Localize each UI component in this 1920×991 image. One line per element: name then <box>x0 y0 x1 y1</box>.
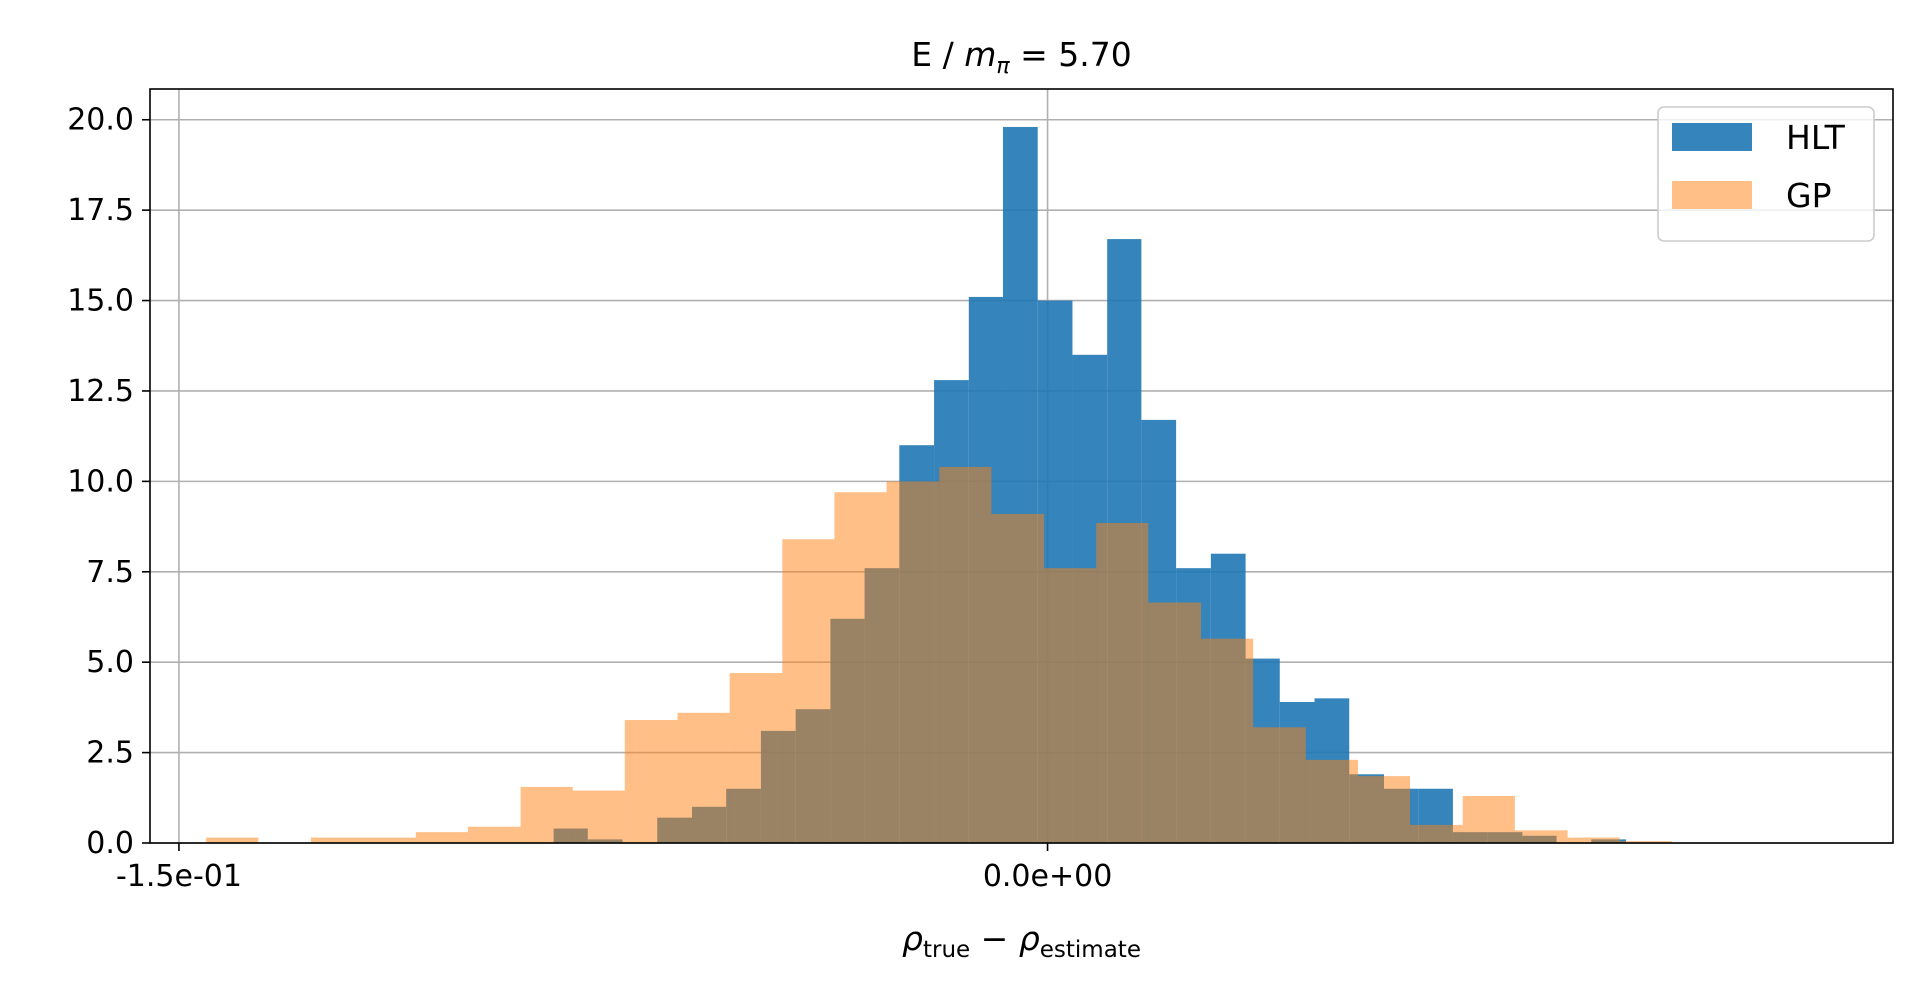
y-tick-label: 0.0 <box>86 826 134 861</box>
bar-gp <box>363 837 416 843</box>
bar-gp <box>1044 568 1097 843</box>
xlabel-sub-estimate: estimate <box>1040 937 1141 963</box>
bar-gp <box>1410 824 1463 843</box>
title-value: = 5.70 <box>1010 35 1132 74</box>
bar-gp <box>782 539 835 843</box>
legend-swatch-gp <box>1672 181 1752 209</box>
bar-gp <box>1096 522 1149 843</box>
axes-ticks: 0.0 2.5 5.0 7.5 10.0 12.5 15.0 17.5 20.0 -1.5e-01… <box>67 103 1112 894</box>
y-tick-label: 20.0 <box>67 103 134 138</box>
bar-gp <box>415 832 468 843</box>
y-tick-label: 5.0 <box>86 645 134 680</box>
xlabel-minus: − <box>970 919 1019 958</box>
bar-gp <box>1462 795 1515 843</box>
series-gp <box>206 466 1672 843</box>
bar-gp <box>991 513 1045 843</box>
y-tick-label: 2.5 <box>86 736 134 771</box>
bar-gp <box>624 720 678 843</box>
bar-gp <box>310 837 364 843</box>
bar-gp <box>1357 776 1411 843</box>
title-symbol: m <box>964 35 996 74</box>
bar-gp <box>939 466 992 843</box>
xlabel-rho-2: ρ <box>1019 919 1040 958</box>
legend-swatch-hlt <box>1672 123 1752 151</box>
bar-gp <box>1305 759 1358 843</box>
title-prefix: E / <box>911 35 964 74</box>
plot-area-frame <box>149 88 1894 844</box>
bar-gp <box>1567 837 1620 843</box>
bar-gp <box>572 790 625 843</box>
histogram-bars <box>206 126 1672 844</box>
y-tick-label: 10.0 <box>67 464 134 499</box>
bar-gp <box>467 826 521 843</box>
legend-label-gp: GP <box>1786 176 1831 215</box>
bar-gp <box>677 712 730 843</box>
bar-gp <box>834 492 887 843</box>
bar-gp <box>729 673 783 843</box>
bar-gp <box>1514 830 1568 843</box>
xlabel-sub-true: true <box>923 937 970 963</box>
y-tick-label: 15.0 <box>67 284 134 319</box>
bar-gp <box>520 786 573 843</box>
y-tick-label: 7.5 <box>86 555 134 590</box>
x-axis-label: ρtrue − ρestimate <box>902 919 1141 963</box>
legend-label-hlt: HLT <box>1786 118 1846 157</box>
title-subscript: π <box>996 54 1010 79</box>
x-tick-label: 0.0e+00 <box>983 859 1112 894</box>
bar-gp <box>886 481 940 843</box>
bar-gp <box>206 837 259 843</box>
xlabel-rho-1: ρ <box>902 919 923 958</box>
y-tick-label: 17.5 <box>67 193 134 228</box>
bar-gp <box>1148 602 1202 843</box>
bar-gp <box>1201 638 1254 843</box>
x-tick-label: -1.5e-01 <box>116 859 242 894</box>
y-tick-label: 12.5 <box>67 374 134 409</box>
bar-gp <box>1253 727 1306 843</box>
bar-gp <box>1619 841 1672 843</box>
legend: HLT GP <box>1657 106 1875 242</box>
chart-title: E / mπ = 5.70 <box>911 35 1131 79</box>
